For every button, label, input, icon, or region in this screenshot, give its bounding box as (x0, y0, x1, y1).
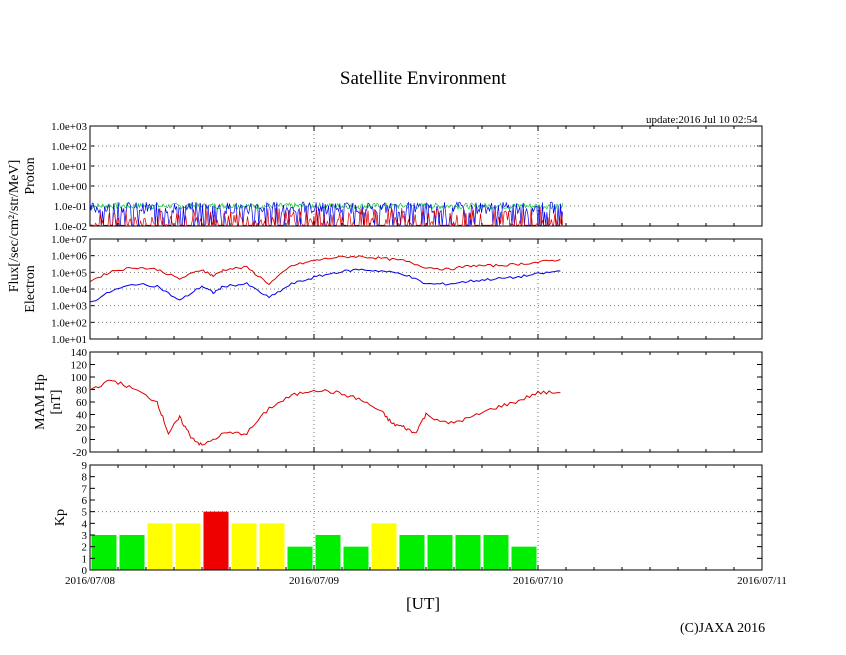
proton-series-red (89, 207, 563, 227)
proton-ylabel: Proton (23, 157, 38, 194)
kp-tick-label: 4 (82, 518, 88, 530)
flux-ylabel: Flux[/sec/cm²/str/MeV] (7, 160, 22, 293)
proton-series-blue (89, 201, 563, 226)
hp-ylabel-unit: [nT] (49, 390, 64, 415)
kp-tick-label: 0 (82, 565, 88, 577)
kp-tick-label: 3 (82, 530, 88, 542)
hp-tick-label: 40 (76, 410, 88, 422)
hp-ylabel: MAM Hp (33, 374, 48, 430)
electron-tick-label: 1.0e+02 (51, 317, 87, 329)
electron-tick-label: 1.0e+05 (51, 267, 87, 279)
hp-tick-label: 20 (76, 422, 88, 434)
x-tick-label: 2016/07/10 (513, 575, 564, 587)
kp-tick-label: 7 (82, 483, 88, 495)
electron-series-red (89, 255, 561, 286)
kp-bar (91, 535, 117, 570)
x-tick-label: 2016/07/09 (289, 575, 340, 587)
proton-tick-label: 1.0e-02 (54, 221, 87, 233)
kp-bar (343, 546, 369, 570)
proton-tick-label: 1.0e-01 (54, 201, 87, 213)
copyright: (C)JAXA 2016 (680, 621, 766, 636)
hp-tick-label: -20 (72, 447, 87, 459)
electron-tick-label: 1.0e+06 (51, 251, 87, 263)
electron-ylabel: Electron (23, 265, 38, 312)
hp-tick-label: 60 (76, 397, 88, 409)
electron-tick-label: 1.0e+07 (51, 234, 87, 246)
proton-tick-label: 1.0e+02 (51, 141, 87, 153)
kp-bar (147, 523, 173, 570)
kp-bar (371, 523, 397, 570)
kp-bar (455, 535, 481, 570)
hp-tick-label: 140 (71, 347, 88, 359)
hp-tick-label: 80 (76, 385, 88, 397)
kp-bar (427, 535, 453, 570)
hp-tick-label: 0 (82, 435, 88, 447)
kp-tick-label: 9 (82, 460, 88, 472)
electron-tick-label: 1.0e+04 (51, 284, 87, 296)
x-tick-label: 2016/07/11 (737, 575, 787, 587)
update-timestamp: update:2016 Jul 10 02:54 (646, 114, 758, 126)
kp-tick-label: 1 (82, 553, 88, 565)
kp-bar (399, 535, 425, 570)
kp-bar (119, 535, 145, 570)
kp-bar (259, 523, 285, 570)
kp-tick-label: 2 (82, 542, 88, 554)
kp-tick-label: 5 (82, 507, 88, 519)
kp-bar (511, 546, 537, 570)
kp-tick-label: 8 (82, 472, 88, 484)
kp-ylabel: Kp (53, 509, 68, 526)
electron-tick-label: 1.0e+01 (51, 334, 87, 346)
x-tick-label: 2016/07/08 (65, 575, 116, 587)
hp-tick-label: 100 (71, 372, 88, 384)
hp-series-line (89, 379, 561, 446)
electron-tick-label: 1.0e+03 (51, 301, 87, 313)
kp-bar (483, 535, 509, 570)
kp-tick-label: 6 (82, 495, 88, 507)
kp-bar (175, 523, 201, 570)
kp-bar (287, 546, 313, 570)
proton-series-green (89, 201, 563, 211)
kp-bar (315, 535, 341, 570)
hp-tick-label: 120 (71, 360, 88, 372)
kp-bar (231, 523, 257, 570)
chart-title: Satellite Environment (339, 68, 507, 89)
kp-bar (203, 511, 229, 570)
proton-tick-label: 1.0e+00 (51, 181, 87, 193)
panel-frame-0 (89, 125, 763, 227)
proton-tick-label: 1.0e+01 (51, 161, 87, 173)
proton-tick-label: 1.0e+03 (51, 121, 87, 133)
electron-series-blue (89, 268, 561, 303)
x-axis-label: [UT] (406, 594, 440, 613)
